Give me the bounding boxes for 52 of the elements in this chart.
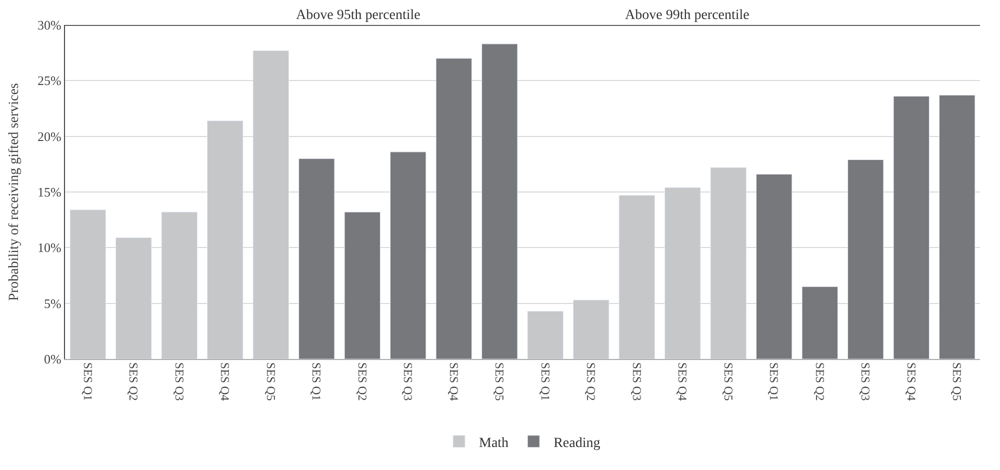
bar	[756, 174, 792, 359]
x-tick-label: SES Q3	[172, 362, 186, 401]
x-tick-label: SES Q1	[538, 362, 552, 401]
y-axis-title: Probability of receiving gifted services	[7, 83, 22, 301]
bar	[573, 300, 610, 359]
x-tick-label: SES Q4	[676, 362, 690, 401]
x-tick-label: SES Q3	[630, 362, 644, 401]
y-tick-label: 25%	[38, 73, 62, 88]
bar	[802, 286, 838, 359]
bar	[344, 212, 380, 359]
bar	[252, 50, 289, 359]
bar	[161, 212, 198, 359]
bar	[70, 210, 106, 359]
x-tick-label: SES Q5	[264, 362, 278, 401]
x-tick-label: SES Q4	[904, 362, 918, 401]
legend-label: Math	[479, 436, 509, 451]
legend-label: Reading	[554, 436, 600, 451]
bar	[116, 237, 152, 359]
y-tick-label: 20%	[38, 128, 62, 144]
y-tick-label: 0%	[44, 352, 62, 367]
bar	[207, 120, 244, 359]
bar	[527, 310, 564, 359]
bar	[436, 58, 472, 359]
x-tick-label: SES Q3	[858, 362, 873, 401]
y-tick-label: 15%	[38, 184, 62, 200]
bar	[390, 152, 426, 359]
x-tick-label: SES Q5	[950, 362, 964, 401]
text: Above 95th percentile	[296, 8, 420, 23]
x-tick-label: SES Q1	[310, 362, 324, 401]
x-tick-label: SES Q2	[355, 362, 370, 401]
x-tick-label: SES Q2	[584, 362, 598, 401]
x-tick-label: SES Q2	[126, 362, 141, 401]
x-tick-label: SES Q4	[218, 362, 232, 401]
x-tick-label: SES Q4	[446, 362, 461, 401]
x-tick-label: SES Q1	[80, 362, 95, 401]
y-tick-label: 10%	[38, 240, 62, 256]
text: Above 99th percentile	[625, 8, 750, 23]
bar	[618, 195, 655, 359]
y-tick-label: 30%	[38, 18, 62, 33]
bar	[939, 94, 976, 359]
x-tick-label: SES Q3	[401, 362, 416, 401]
bar	[710, 167, 746, 359]
x-tick-label: SES Q5	[492, 362, 507, 401]
bar	[482, 44, 518, 359]
x-tick-label: SES Q2	[812, 362, 827, 401]
x-tick-label: SES Q5	[721, 362, 736, 401]
bar	[848, 159, 884, 359]
bar	[664, 187, 701, 359]
bar	[893, 96, 930, 359]
x-tick-label: SES Q1	[767, 362, 782, 401]
bar	[298, 158, 335, 359]
y-tick-label: 5%	[44, 296, 62, 311]
